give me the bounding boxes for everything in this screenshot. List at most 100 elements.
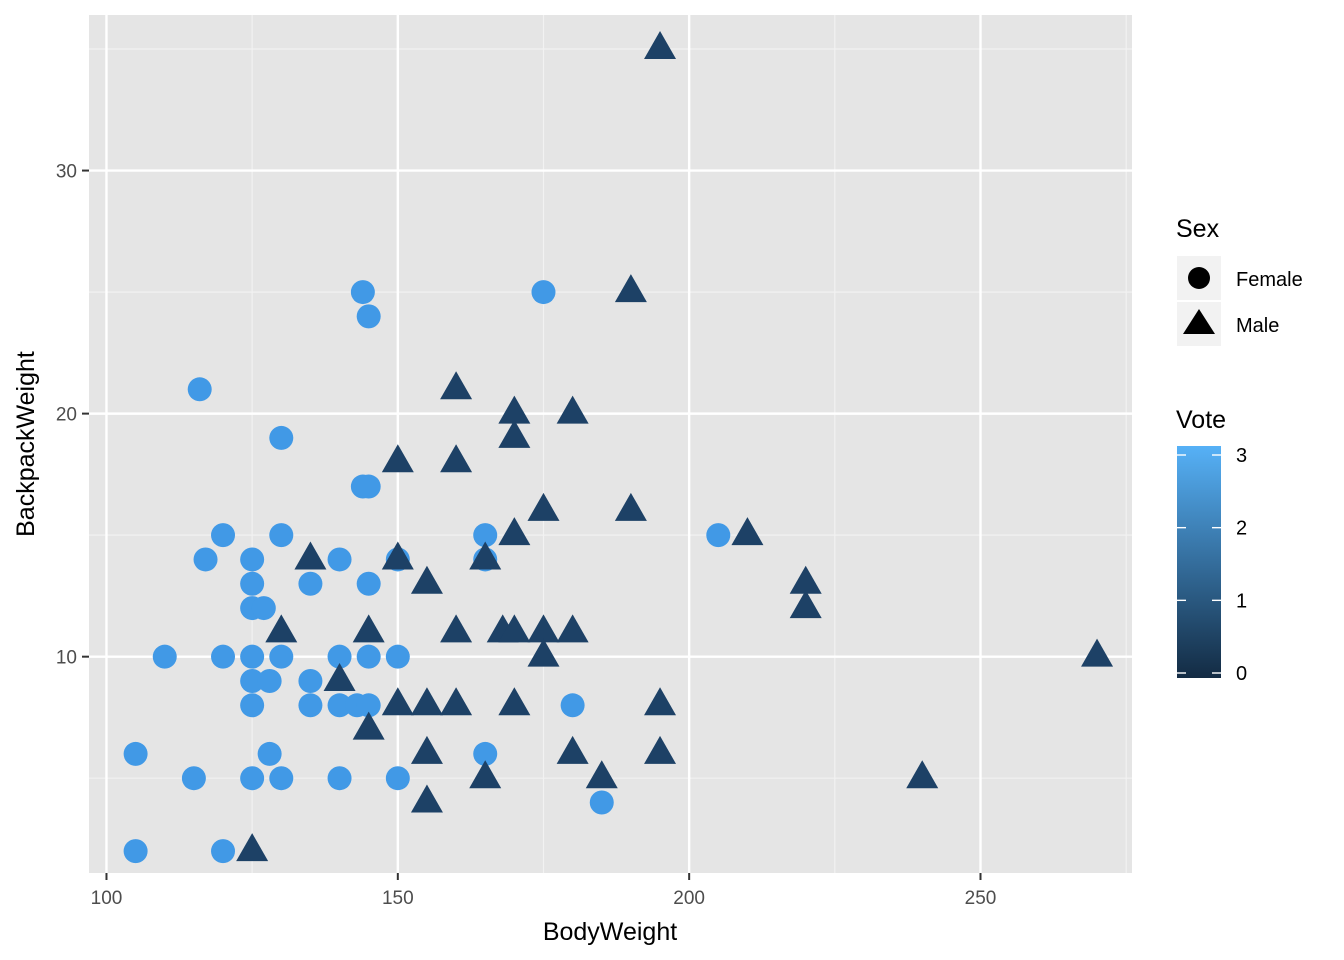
female-point <box>187 377 212 402</box>
y-tick-label: 30 <box>56 162 77 183</box>
male-point <box>381 687 414 716</box>
female-point <box>473 741 498 766</box>
colorbar-tick-label: 2 <box>1236 518 1247 540</box>
male-point <box>1081 638 1114 667</box>
female-point <box>385 644 410 669</box>
x-tick-label: 200 <box>673 888 705 909</box>
female-point <box>589 790 614 815</box>
male-point <box>556 395 589 424</box>
female-point <box>356 571 381 596</box>
y-axis-title: BackpackWeight <box>12 351 40 537</box>
female-point <box>327 547 352 572</box>
male-point <box>440 444 473 473</box>
female-point <box>240 766 265 791</box>
male-point <box>498 395 531 424</box>
colorbar-tick-label: 0 <box>1236 663 1247 685</box>
female-point <box>356 693 381 718</box>
male-point <box>789 590 822 619</box>
x-tick-label: 250 <box>965 888 997 909</box>
male-point <box>644 687 677 716</box>
male-point <box>352 711 385 740</box>
female-point <box>356 644 381 669</box>
male-point <box>906 760 939 789</box>
male-point <box>440 687 473 716</box>
vote-colorbar <box>1177 446 1221 678</box>
male-point <box>644 31 677 60</box>
female-point <box>327 693 352 718</box>
male-point <box>731 517 764 546</box>
male-point <box>789 565 822 594</box>
male-point <box>410 565 443 594</box>
x-tick-label: 100 <box>91 888 123 909</box>
female-point <box>269 523 294 548</box>
female-points <box>123 280 731 864</box>
shape-legend: Sex Female Male <box>1176 215 1303 346</box>
female-point <box>240 644 265 669</box>
male-point <box>556 614 589 643</box>
female-point <box>706 523 731 548</box>
female-point <box>473 523 498 548</box>
x-axis-title: BodyWeight <box>543 918 677 946</box>
female-point <box>181 766 206 791</box>
male-point <box>381 444 414 473</box>
female-point <box>560 693 585 718</box>
legend-label-male: Male <box>1236 315 1279 337</box>
legend-female-circle-icon <box>1188 267 1210 289</box>
male-points <box>236 31 1114 862</box>
female-point <box>211 839 236 864</box>
female-point <box>350 280 375 305</box>
panel-background <box>89 15 1132 873</box>
female-point <box>211 523 236 548</box>
color-legend: Vote 0 1 2 3 <box>1176 406 1247 685</box>
female-point <box>152 644 177 669</box>
x-axis: 100 150 200 250 <box>91 873 997 909</box>
female-point <box>531 280 556 305</box>
shape-legend-title: Sex <box>1176 215 1220 243</box>
male-point <box>469 760 502 789</box>
female-point <box>385 766 410 791</box>
male-point <box>556 735 589 764</box>
female-point <box>269 766 294 791</box>
male-point <box>410 687 443 716</box>
male-point <box>410 735 443 764</box>
female-point <box>123 839 148 864</box>
female-point <box>269 425 294 450</box>
male-point <box>585 760 618 789</box>
female-point <box>298 668 323 693</box>
male-point <box>323 662 356 691</box>
female-point <box>327 644 352 669</box>
female-point <box>240 668 265 693</box>
female-point <box>327 766 352 791</box>
male-point <box>236 833 269 862</box>
male-point <box>527 638 560 667</box>
female-point <box>123 741 148 766</box>
male-point <box>498 517 531 546</box>
legend-male-triangle-icon <box>1183 309 1215 334</box>
y-tick-label: 10 <box>56 648 77 669</box>
male-point <box>614 274 647 303</box>
female-point <box>240 547 265 572</box>
male-point <box>527 492 560 521</box>
y-axis: 10 20 30 <box>56 162 89 669</box>
female-point <box>298 571 323 596</box>
major-gridlines <box>89 15 1132 873</box>
female-point <box>193 547 218 572</box>
female-point <box>211 644 236 669</box>
male-point <box>410 784 443 813</box>
y-tick-label: 20 <box>56 405 77 426</box>
color-legend-title: Vote <box>1176 406 1226 434</box>
male-point <box>352 614 385 643</box>
female-point <box>356 474 381 499</box>
male-point <box>440 614 473 643</box>
male-point <box>381 541 414 570</box>
x-tick-label: 150 <box>382 888 414 909</box>
female-point <box>240 693 265 718</box>
colorbar-tick-label: 1 <box>1236 590 1247 612</box>
female-point <box>269 644 294 669</box>
colorbar-tick-label: 3 <box>1236 445 1247 467</box>
male-point <box>614 492 647 521</box>
male-point <box>498 419 531 448</box>
male-point <box>498 614 531 643</box>
male-point <box>440 371 473 400</box>
